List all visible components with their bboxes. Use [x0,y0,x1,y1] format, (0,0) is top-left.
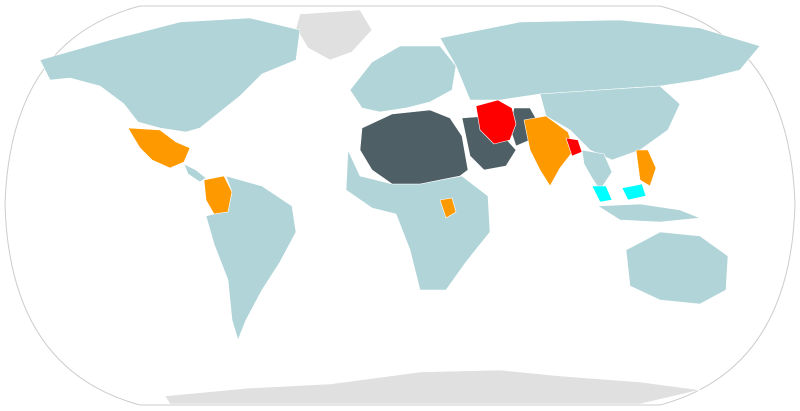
region-malaysia-brunei [591,183,647,203]
region-north-america [39,17,301,133]
region-iran [475,99,517,145]
region-uganda [439,197,457,219]
region-south-america [205,175,297,341]
region-philippines [635,149,657,187]
region-russia [439,19,761,101]
region-north-africa-arab-states [359,109,469,185]
region-antarctica [164,369,701,405]
region-india [523,115,575,187]
region-indonesia [597,203,701,223]
region-central-america [183,163,207,183]
region-mexico [127,127,191,169]
region-europe [349,45,457,113]
region-australia [625,231,729,305]
